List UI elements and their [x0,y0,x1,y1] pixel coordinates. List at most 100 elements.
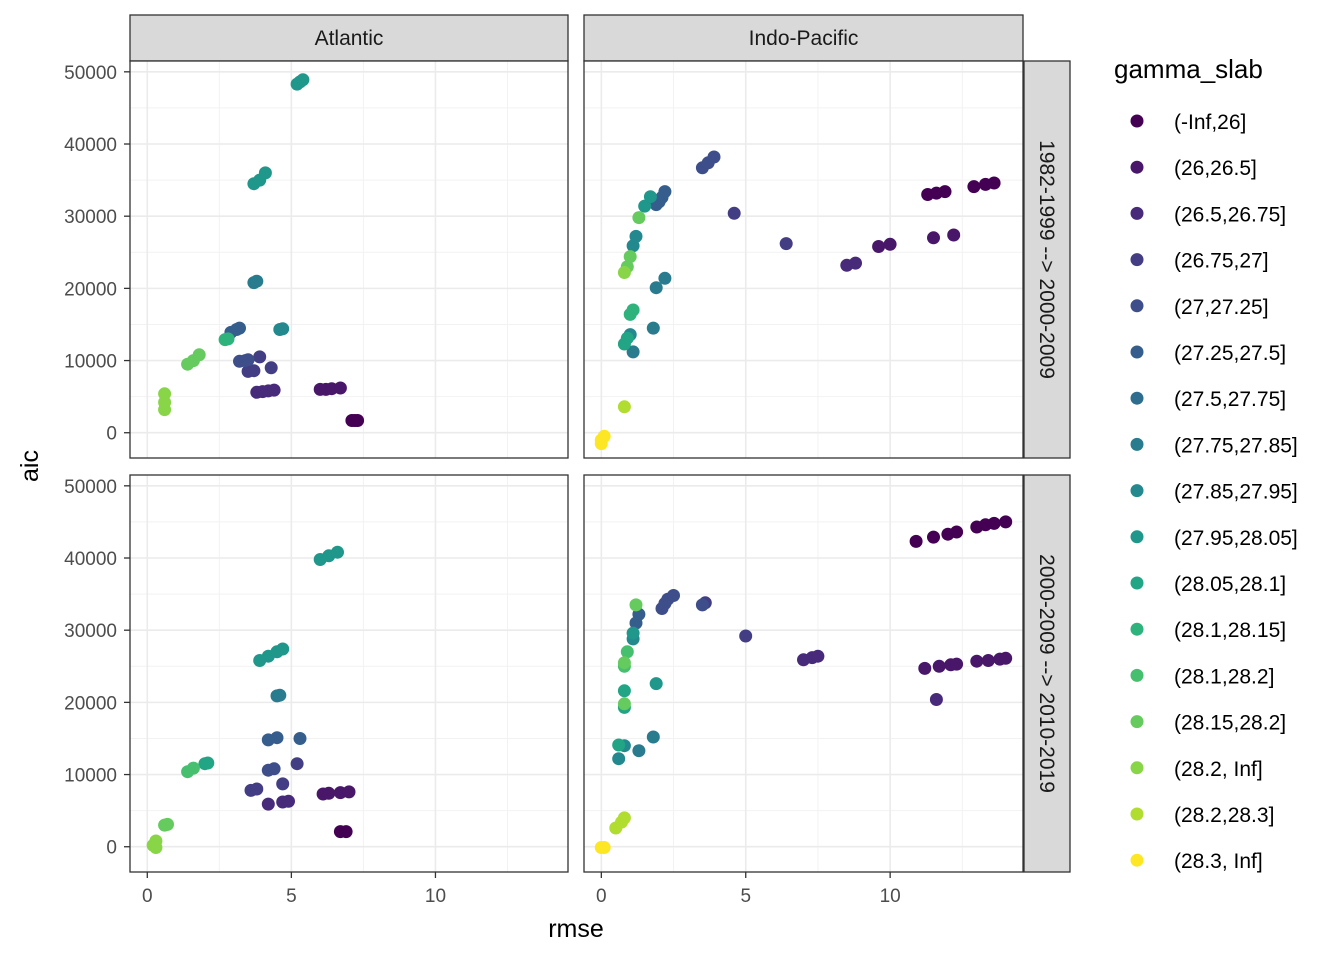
legend-item-26-5-26-75: (26.5,26.75] [1130,203,1286,226]
legend-item-28-05-28-1: (28.05,28.1] [1130,573,1286,596]
data-point-26-5-26-75 [267,383,281,397]
data-point-27-95-28-05 [643,190,657,204]
data-point-26-26-5 [333,381,347,395]
data-point-26-26-5 [932,659,946,673]
data-point-26-5-26-75 [261,797,275,811]
x-tick-label: 10 [880,886,901,907]
data-point-28-15-28-2 [158,818,172,832]
panel-background [130,475,568,872]
data-point-26-75-27 [264,361,278,375]
legend-label-28-1-28-2: (28.1,28.2] [1174,665,1274,688]
legend-label-26-75-27: (26.75,27] [1174,250,1269,273]
row-strip-period-1: 1982-1999 --> 2000-2009 [1023,60,1071,459]
panel-background [584,475,1023,872]
y-axis-top: 0 10000 20000 30000 40000 50000 [64,63,130,445]
legend-item-inf-26: (-Inf,26] [1130,111,1246,134]
data-point-27-75-27-85 [250,274,264,288]
data-point-27-25-27-5 [629,616,643,630]
data-point-26-26-5 [947,228,961,242]
y-tick-label: 20000 [64,279,117,300]
data-point-inf-26 [351,414,365,427]
data-point-27-27-25 [695,598,709,612]
row-strip-period-2: 2000-2009 --> 2010-2019 [1023,474,1071,873]
data-point-28-1-28-2 [186,761,200,775]
data-point-27-27-25 [707,150,721,164]
data-point-27-95-28-05 [296,73,310,87]
x-axis-title: rmse [548,915,604,943]
data-point-26-5-26-75 [282,794,295,808]
data-point-26-75-27 [253,350,267,364]
data-point-26-26-5 [981,654,995,667]
legend-label-26-5-26-75: (26.5,26.75] [1174,203,1286,226]
data-point-27-75-27-85 [626,345,640,359]
data-point-26-75-27 [727,206,741,220]
legend-label-28-2-28-3: (28.2,28.3] [1174,804,1274,827]
legend-key-inf-26 [1130,114,1144,128]
legend-key-28-2-28-3 [1130,807,1144,821]
data-point-27-75-27-85 [658,271,672,285]
data-point-27-75-27-85 [649,281,663,295]
legend-item-27-25-27-5: (27.25,27.5] [1130,342,1286,365]
legend-label-27-85-27-95: (27.85,27.95] [1174,481,1298,504]
legend-item-27-85-27-95: (27.85,27.95] [1130,481,1298,504]
y-tick-label: 50000 [64,477,117,498]
legend-item-28-2-28-3: (28.2,28.3] [1130,804,1274,827]
legend-item-27-75-27-85: (27.75,27.85] [1130,434,1298,457]
data-point-27-95-28-05 [649,677,663,691]
data-point-28-2-inf [158,403,172,417]
data-point-28-05-28-1 [612,738,626,752]
data-point-26-75-27 [779,237,793,251]
data-point-26-26-5 [322,786,336,800]
data-point-27-85-27-95 [612,752,626,766]
data-point-26-26-5 [950,657,964,671]
data-point-28-15-28-2 [617,697,631,711]
data-point-26-5-26-75 [929,693,943,706]
column-strip-indo-pacific: Indo-Pacific [583,14,1024,62]
data-point-inf-26 [339,825,353,839]
legend-key-28-15-28-2 [1130,715,1144,729]
legend-key-28-1-28-2 [1130,668,1144,682]
data-point-28-1-28-15 [221,332,235,346]
data-point-inf-26 [999,515,1013,529]
legend-key-27-95-28-05 [1130,530,1144,544]
x-tick-label: 0 [142,886,153,907]
data-point-27-85-27-95 [629,229,643,243]
panel-indo-pacific-period-2 [583,474,1024,873]
legend-item-26-26-5: (26,26.5] [1130,157,1257,180]
data-point-26-26-5 [872,240,886,253]
y-tick-label: 40000 [64,549,117,570]
data-point-26-75-27 [739,629,753,643]
strip-label-atlantic: Atlantic [315,27,384,50]
legend-key-26-26-5 [1130,160,1144,174]
y-tick-label: 30000 [64,207,117,228]
panel-border [583,474,1024,873]
legend-key-27-75-27-85 [1130,437,1144,451]
data-point-26-26-5 [970,654,984,668]
legend-item-26-75-27: (26.75,27] [1130,250,1269,273]
legend-label-28-3-inf: (28.3, Inf] [1174,850,1263,873]
legend-item-28-1-28-2: (28.1,28.2] [1130,665,1274,688]
data-point-27-27-25 [267,762,281,776]
legend-item-28-1-28-15: (28.1,28.15] [1130,619,1286,642]
data-point-27-95-28-05 [258,166,272,180]
legend-key-27-27-25 [1130,299,1144,313]
data-point-27-75-27-85 [646,730,660,744]
x-tick-label: 0 [596,886,607,907]
data-point-28-3-inf [594,437,608,451]
data-point-27-27-25 [667,589,680,602]
legend-key-27-25-27-5 [1130,345,1144,359]
data-point-27-27-25 [241,353,255,367]
data-point-27-25-27-5 [233,321,246,335]
y-tick-label: 40000 [64,135,117,156]
y-tick-label: 20000 [64,693,117,714]
data-point-inf-26 [927,530,940,544]
data-point-28-3-inf [597,841,611,854]
panel-indo-pacific-period-1 [583,60,1024,459]
legend-key-28-3-inf [1130,853,1144,867]
legend-item-27-95-28-05: (27.95,28.05] [1130,527,1298,550]
legend-label-27-25-27-5: (27.25,27.5] [1174,342,1286,365]
data-point-28-15-28-2 [623,250,637,264]
data-point-27-25-27-5 [270,731,284,745]
data-point-26-26-5 [927,231,940,245]
data-point-28-15-28-2 [192,348,206,362]
